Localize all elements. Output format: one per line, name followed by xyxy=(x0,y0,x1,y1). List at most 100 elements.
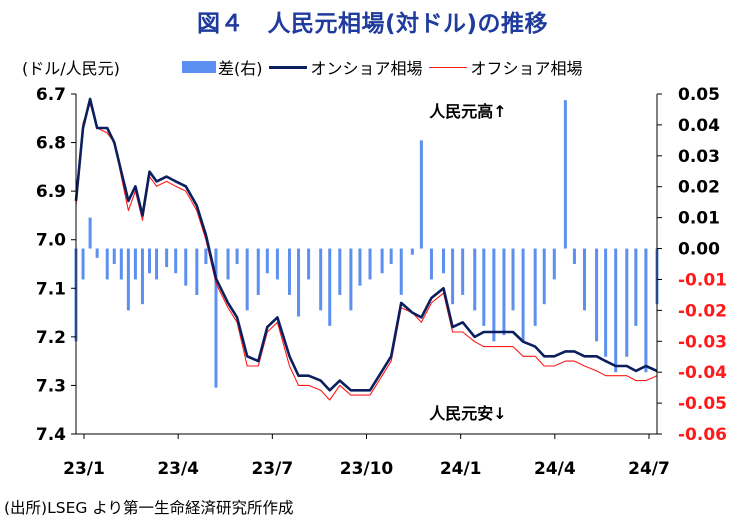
right-tick-label: -0.03 xyxy=(678,332,727,352)
diff-bar xyxy=(583,248,587,311)
right-tick-label: 0.02 xyxy=(678,178,720,198)
diff-bar xyxy=(473,248,477,311)
diff-bar xyxy=(338,248,342,295)
x-tick-label: 24/4 xyxy=(534,459,576,479)
diff-bar xyxy=(419,140,423,249)
diff-bar xyxy=(133,248,137,280)
diff-bar xyxy=(245,248,249,311)
diff-bar xyxy=(297,248,301,317)
x-tick-label: 23/1 xyxy=(63,459,105,479)
x-tick-label: 23/4 xyxy=(157,459,199,479)
x-tick-label: 23/7 xyxy=(251,459,293,479)
diff-bar xyxy=(184,248,188,286)
right-tick-label: -0.06 xyxy=(678,425,727,445)
offshore-line xyxy=(75,103,658,401)
diff-bar xyxy=(399,248,403,295)
diff-bar xyxy=(521,248,525,342)
diff-bar xyxy=(287,248,291,295)
diff-bar xyxy=(307,248,311,280)
diff-bar xyxy=(112,248,116,264)
diff-bar xyxy=(105,248,109,280)
diff-bar xyxy=(380,248,384,274)
onshore-line xyxy=(74,97,658,392)
diff-bar xyxy=(349,248,353,311)
diff-bar xyxy=(226,248,230,280)
diff-bar xyxy=(275,248,279,280)
right-tick-label: 0.01 xyxy=(678,209,720,229)
legend-swatch-diff xyxy=(182,61,216,73)
left-tick-label: 7.1 xyxy=(36,279,66,299)
legend-item-onshore: オンショア相場 xyxy=(268,55,423,79)
diff-bars xyxy=(74,100,659,388)
diff-bar xyxy=(214,248,218,388)
legend-swatch-onshore xyxy=(268,65,307,69)
diff-bar xyxy=(461,248,465,295)
diff-bar xyxy=(451,248,455,305)
diff-bar xyxy=(126,248,130,311)
right-tick-label: -0.01 xyxy=(678,270,727,290)
diff-bar xyxy=(195,248,199,295)
diff-bar xyxy=(155,248,159,280)
x-tick-label: 23/10 xyxy=(340,459,394,479)
left-tick-label: 7.4 xyxy=(36,425,66,445)
diff-bar xyxy=(644,248,648,373)
diff-bar xyxy=(542,248,546,305)
legend-item-diff: 差(右) xyxy=(182,55,263,79)
series-lines xyxy=(74,97,658,401)
diff-bar xyxy=(511,248,515,311)
diff-bar xyxy=(174,248,178,274)
diff-bar xyxy=(614,248,618,373)
right-tick-label: 0.04 xyxy=(678,116,720,136)
left-tick-label: 6.7 xyxy=(36,85,66,105)
diff-bar xyxy=(634,248,638,326)
left-tick-label: 6.8 xyxy=(36,134,66,154)
diff-bar xyxy=(625,248,629,357)
left-tick-label: 7.2 xyxy=(36,328,66,348)
right-tick-label: 0.05 xyxy=(678,85,720,105)
right-tick-label: -0.04 xyxy=(678,363,727,383)
legend-label-onshore: オンショア相場 xyxy=(310,59,423,78)
diff-bar xyxy=(595,248,599,342)
diff-bar xyxy=(572,248,576,264)
diff-bar xyxy=(604,248,608,357)
legend: 差(右) オンショア相場 オフショア相場 xyxy=(182,55,589,79)
diff-bar xyxy=(265,248,269,274)
diff-bar xyxy=(492,248,496,342)
diff-bar xyxy=(81,248,85,280)
legend-label-diff: 差(右) xyxy=(218,59,263,78)
legend-label-offshore: オフショア相場 xyxy=(470,59,583,78)
right-tick-label: 0.03 xyxy=(678,147,720,167)
chart-title: 図４ 人民元相場(対ドル)の推移 xyxy=(196,11,549,37)
left-tick-label: 7.3 xyxy=(36,376,66,396)
diff-bar xyxy=(204,248,208,264)
diff-bar xyxy=(389,248,393,264)
right-tick-label: 0.00 xyxy=(678,240,720,260)
diff-bar xyxy=(328,248,332,326)
diff-bar xyxy=(358,248,362,286)
diff-bar xyxy=(502,248,506,336)
left-tick-label: 6.9 xyxy=(36,182,66,202)
legend-item-offshore: オフショア相場 xyxy=(428,55,583,79)
x-tick-label: 24/7 xyxy=(628,459,670,479)
diff-bar xyxy=(429,248,433,280)
diff-bar xyxy=(368,248,372,280)
diff-bar xyxy=(410,248,414,255)
diff-bar xyxy=(235,248,239,264)
diff-bar xyxy=(165,248,169,268)
diff-bar xyxy=(482,248,486,326)
diff-bar xyxy=(319,248,323,311)
diff-bar xyxy=(95,248,99,258)
left-tick-label: 7.0 xyxy=(36,231,66,251)
diff-bar xyxy=(256,248,260,295)
diff-bar xyxy=(533,248,537,326)
annotation-yuan-down: 人民元安↓ xyxy=(429,404,506,423)
diff-bar xyxy=(88,217,92,249)
annotation-yuan-up: 人民元高↑ xyxy=(429,102,506,121)
x-tick-label: 24/1 xyxy=(440,459,482,479)
legend-swatch-offshore xyxy=(428,66,467,68)
diff-bar xyxy=(140,248,144,305)
diff-bar xyxy=(148,248,152,274)
diff-bar xyxy=(552,248,556,280)
right-tick-label: -0.05 xyxy=(678,394,727,414)
